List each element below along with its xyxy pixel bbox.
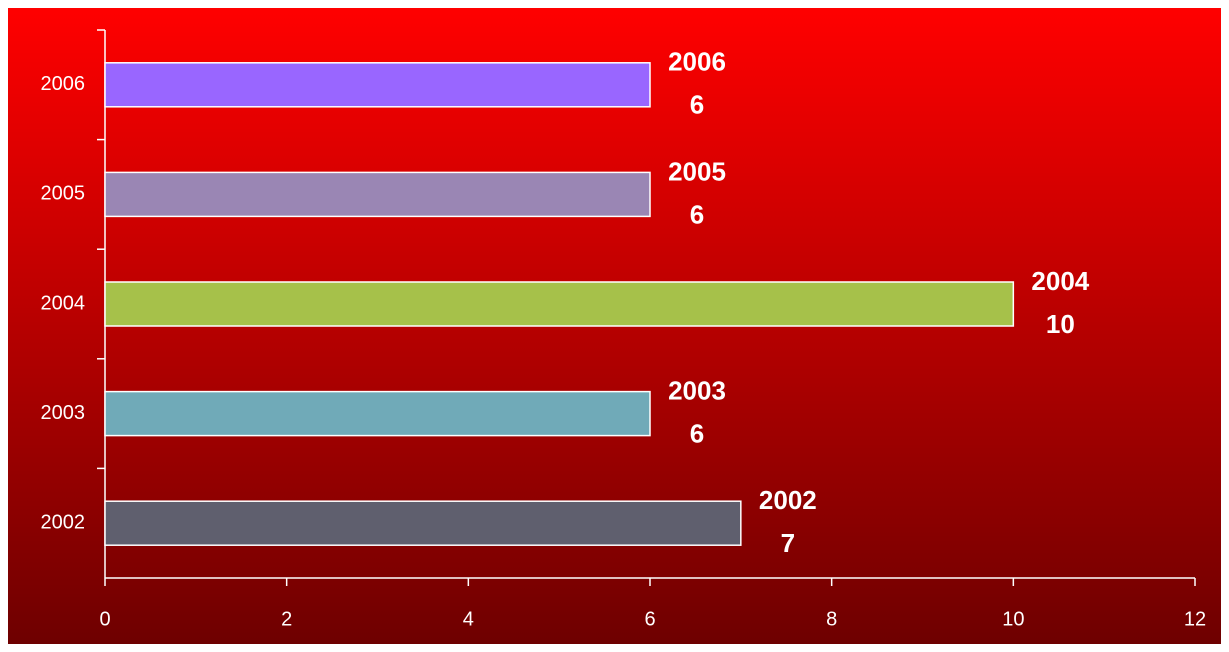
x-tick-label: 4 — [463, 608, 474, 630]
x-tick-label: 2 — [281, 608, 292, 630]
data-label-category: 2002 — [759, 485, 817, 515]
bar — [104, 390, 651, 437]
data-label-category: 2006 — [668, 47, 726, 77]
bar — [104, 171, 651, 218]
bar — [104, 62, 651, 108]
data-label-value: 10 — [1046, 309, 1075, 339]
y-tick-label: 2006 — [41, 73, 86, 95]
y-tick-label: 2004 — [41, 292, 86, 314]
bar — [104, 500, 742, 546]
data-label-value: 6 — [690, 199, 704, 229]
x-tick-label: 6 — [644, 608, 655, 630]
data-label-value: 6 — [690, 418, 704, 448]
x-tick-label: 0 — [99, 608, 110, 630]
x-tick-label: 12 — [1184, 608, 1206, 630]
data-label-category: 2004 — [1031, 266, 1089, 296]
y-tick-label: 2003 — [41, 402, 86, 424]
data-label-value: 6 — [690, 90, 704, 120]
y-tick-label: 2002 — [41, 511, 86, 533]
data-label-category: 2003 — [668, 375, 726, 405]
y-tick-label: 2005 — [41, 183, 86, 205]
data-label-value: 7 — [781, 528, 795, 558]
bar — [104, 281, 1015, 327]
x-tick-label: 8 — [826, 608, 837, 630]
data-label-category: 2005 — [668, 156, 726, 186]
x-tick-label: 10 — [1002, 608, 1024, 630]
